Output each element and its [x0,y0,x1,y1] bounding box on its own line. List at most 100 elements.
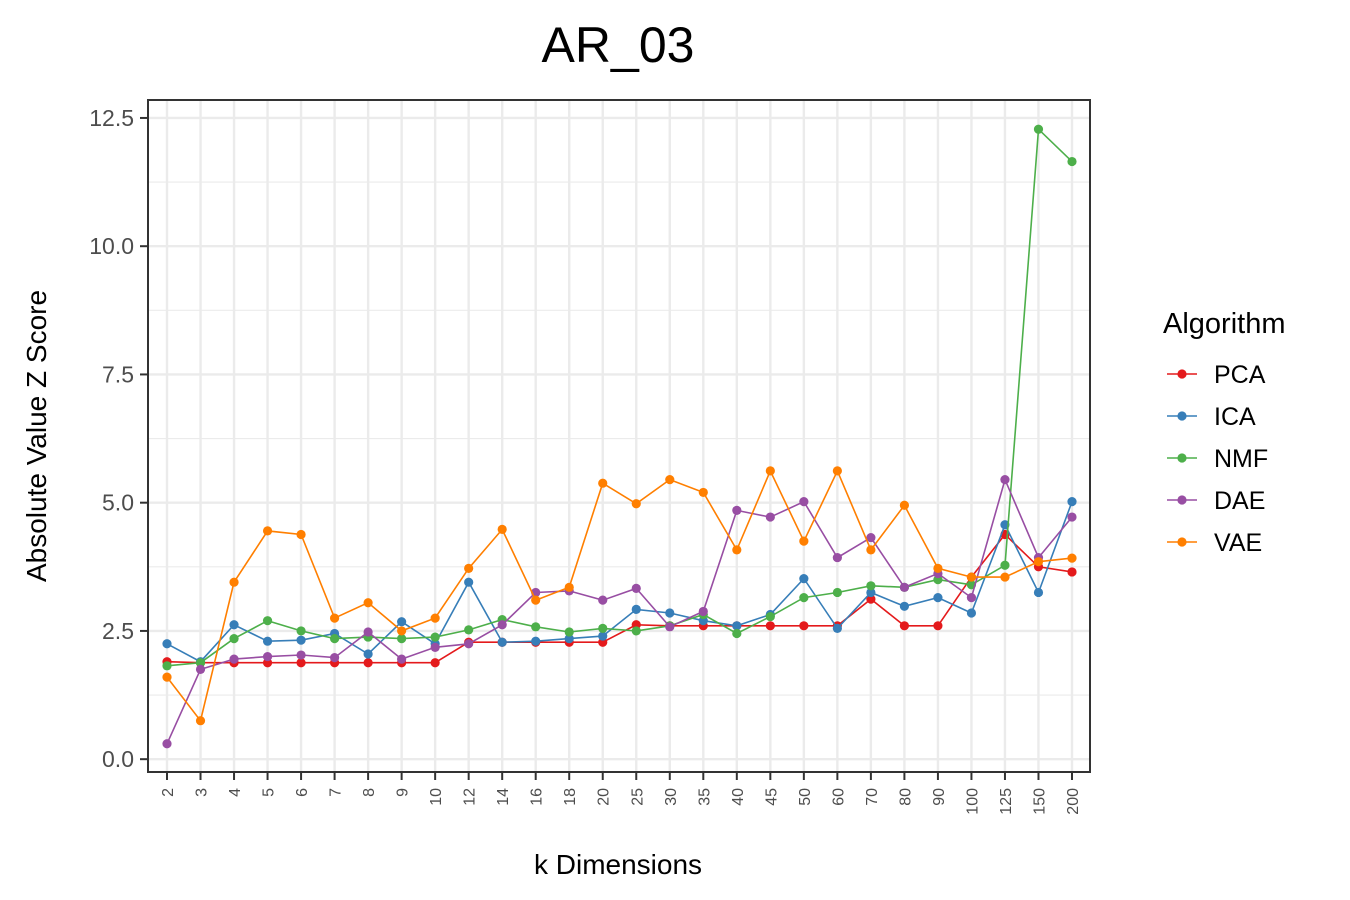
data-point [598,478,608,488]
y-axis-title: Absolute Value Z Score [21,290,52,582]
legend-key-point [1177,369,1187,379]
data-point [598,631,608,641]
data-point [866,545,876,555]
data-point [866,594,876,604]
x-tick-label: 4 [227,788,244,797]
data-point [229,620,239,630]
data-point [162,639,172,649]
data-point [329,613,340,623]
data-point [296,626,306,636]
data-point [430,658,440,668]
data-point [329,653,340,663]
data-point [296,650,306,660]
x-tick-label: 35 [696,788,713,806]
legend-key-point [1177,495,1187,505]
data-point [765,466,775,476]
data-point [698,487,708,498]
data-point [162,739,172,749]
data-point [966,592,977,603]
x-tick-label: 10 [428,788,445,806]
series-line [166,477,1073,745]
chart-title: AR_03 [542,17,695,73]
data-point [1033,124,1044,134]
legend-label: VAE [1214,529,1262,557]
data-point [564,582,574,592]
data-point [397,617,407,627]
x-tick-label: 45 [763,788,780,806]
x-tick-label: 12 [462,788,479,806]
x-tick-label: 14 [495,788,512,806]
data-point [631,499,641,509]
data-point [195,664,206,675]
x-tick-label: 80 [897,788,914,806]
y-tick-label: 0.0 [102,746,134,772]
series-layer [162,124,1077,749]
data-point [1067,512,1077,522]
series-line [166,501,1073,663]
data-point [899,601,910,611]
y-tick-label: 7.5 [102,361,134,387]
series-dae [162,475,1077,749]
data-point [698,606,708,617]
data-point [430,642,440,652]
x-tick-label: 40 [730,788,747,806]
x-tick-label: 100 [964,788,981,815]
legend-label: NMF [1214,445,1268,473]
x-tick-label: 18 [562,788,579,806]
data-point [631,583,641,593]
series-line [166,533,1073,664]
legend-label: PCA [1214,361,1266,389]
data-point [531,595,541,605]
data-point [162,672,172,682]
x-tick-label: 7 [328,788,345,797]
data-point [732,628,742,639]
x-tick-label: 9 [395,788,412,797]
legend-label: DAE [1214,487,1265,515]
plot-panel-border [147,99,1091,773]
data-point [296,529,306,540]
x-tick-label: 90 [931,788,948,806]
data-point [262,636,273,646]
legend-label: ICA [1214,403,1256,431]
data-point [464,639,474,649]
x-tick-label: 20 [596,788,613,806]
y-tick-label: 10.0 [89,233,134,259]
data-point [732,545,742,555]
data-point [1033,587,1044,598]
data-point [933,621,943,631]
data-point [799,497,809,507]
data-point [866,581,876,591]
legend-key-point [1177,411,1187,421]
data-point [799,592,809,603]
data-point [832,552,842,563]
data-point [497,637,507,647]
data-point [464,625,474,635]
data-point [296,635,306,645]
x-axis-title: k Dimensions [534,849,702,880]
series-vae [162,466,1077,726]
y-tick-label: 12.5 [89,105,134,131]
data-point [1000,560,1010,570]
x-tick-label: 5 [261,788,278,797]
legend-item-nmf: NMF [1167,445,1268,473]
data-point [899,500,910,510]
data-point [732,505,742,515]
data-point [899,582,910,592]
series-nmf [162,124,1077,671]
data-point [162,661,172,671]
data-point [598,595,608,605]
data-point [665,622,675,632]
data-point [832,466,842,476]
data-point [899,621,910,631]
data-point [229,634,239,644]
data-point [765,512,775,522]
data-point [397,634,407,644]
x-tick-label: 150 [1031,788,1048,815]
data-point [497,620,507,630]
data-point [229,654,239,664]
data-point [1067,553,1077,563]
data-point [430,613,440,623]
x-tick-label: 16 [529,788,546,806]
data-point [832,623,842,633]
